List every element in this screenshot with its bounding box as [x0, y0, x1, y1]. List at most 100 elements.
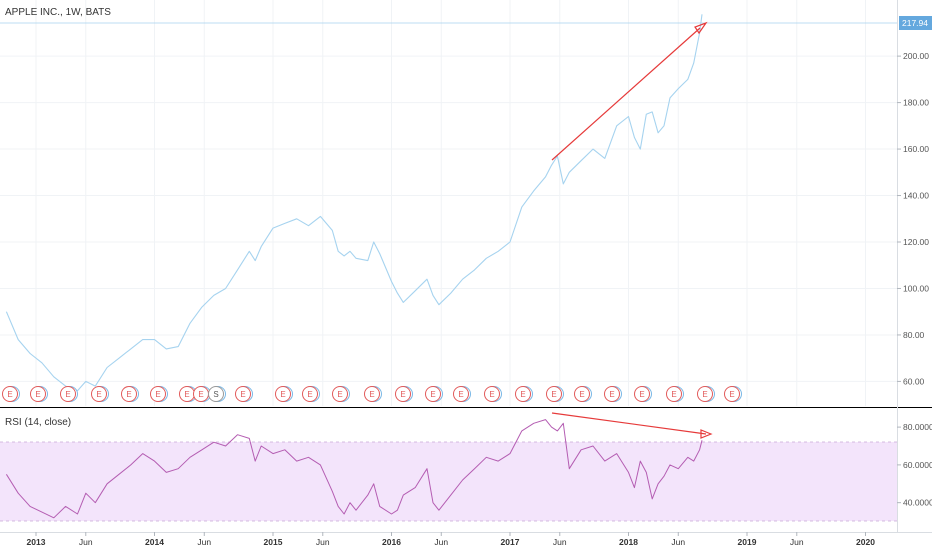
event-marker-circle-1 [30, 386, 46, 402]
event-marker-label-7: E [198, 390, 203, 399]
event-marker-circle-22 [634, 386, 650, 402]
event-marker-circle-18 [515, 386, 531, 402]
event-marker-circle-2 [60, 386, 76, 402]
time-tick-label-14: 2020 [856, 537, 875, 547]
event-marker-10: E [275, 386, 293, 402]
event-marker-circle-9 [235, 386, 251, 402]
event-marker-circle-15 [425, 386, 441, 402]
time-tick-label-4: 2015 [264, 537, 283, 547]
rsi-tick-label-0: 40.0000 [903, 498, 932, 508]
event-marker-label-1: E [35, 390, 40, 399]
event-marker-20: E [574, 386, 592, 402]
event-marker-circle-5 [150, 386, 166, 402]
rsi-series [5, 419, 703, 519]
main-pane [0, 0, 932, 407]
event-marker-5: E [150, 386, 168, 402]
time-tick-label-7: Jun [434, 537, 448, 547]
event-marker-label-6: E [184, 390, 189, 399]
rsi-tick-label-2: 80.0000 [903, 422, 932, 432]
event-marker-label-20: E [579, 390, 584, 399]
event-marker-circle-8 [208, 386, 224, 402]
rsi-band [0, 442, 897, 521]
price-trend-arrowhead[interactable] [694, 21, 708, 35]
time-axis: 2013 Jun 2014 Jun 2015 Jun 2016 Jun 2017 Jun 2018 J… [27, 532, 875, 547]
event-marker-3: E [91, 386, 109, 402]
time-tick-label-11: Jun [671, 537, 685, 547]
event-marker-16: E [453, 386, 471, 402]
event-marker-label-14: E [400, 390, 405, 399]
event-marker-circle-13 [364, 386, 380, 402]
event-marker-label-24: E [702, 390, 707, 399]
event-marker-circle-0 [2, 386, 18, 402]
time-tick-label-9: Jun [553, 537, 567, 547]
main-title: APPLE INC., 1W, BATS [5, 7, 111, 18]
event-marker-7: E [193, 386, 211, 402]
event-marker-label-15: E [430, 390, 435, 399]
event-marker-4: E [121, 386, 139, 402]
event-marker-circle-12 [332, 386, 348, 402]
price-tick-label-2: 100.00 [903, 283, 929, 293]
time-tick-label-10: 2018 [619, 537, 638, 547]
rsi-title: RSI (14, close) [5, 417, 71, 428]
event-marker-circle-4 [121, 386, 137, 402]
event-marker-label-2: E [65, 390, 70, 399]
event-marker-circle-20 [574, 386, 590, 402]
rsi-trend-arrowhead[interactable] [700, 429, 713, 439]
grid-lines [0, 0, 897, 406]
event-marker-label-5: E [155, 390, 160, 399]
price-tick-label-4: 140.00 [903, 191, 929, 201]
event-marker-18: E [515, 386, 533, 402]
price-tick-label-1: 80.00 [903, 330, 925, 340]
event-marker-14: E [395, 386, 413, 402]
event-marker-circle-17 [484, 386, 500, 402]
event-marker-circle-23 [666, 386, 682, 402]
event-marker-label-11: E [307, 390, 312, 399]
event-marker-13: E [364, 386, 382, 402]
event-marker-21: E [604, 386, 622, 402]
time-tick-label-13: Jun [790, 537, 804, 547]
event-marker-label-16: E [458, 390, 463, 399]
price-badge-bg [899, 16, 932, 30]
price-tick-label-0: 60.00 [903, 376, 925, 386]
event-marker-17: E [484, 386, 502, 402]
time-tick-label-0: 2013 [27, 537, 46, 547]
event-marker-11: E [302, 386, 320, 402]
price-series [5, 14, 703, 392]
event-marker-label-23: E [671, 390, 676, 399]
event-marker-label-10: E [280, 390, 285, 399]
event-marker-6: E [179, 386, 197, 402]
event-marker-24: E [697, 386, 715, 402]
event-marker-circle-3 [91, 386, 107, 402]
price-tick-label-5: 160.00 [903, 144, 929, 154]
event-marker-19: E [546, 386, 564, 402]
time-tick-label-6: 2016 [382, 537, 401, 547]
rsi-trend-arrow[interactable] [551, 412, 707, 435]
time-tick-label-3: Jun [197, 537, 211, 547]
annotation-arrows[interactable] [551, 21, 713, 439]
event-marker-label-22: E [639, 390, 644, 399]
price-badge: 217.94 [902, 18, 928, 28]
event-marker-circle-14 [395, 386, 411, 402]
event-marker-label-19: E [551, 390, 556, 399]
event-marker-circle-10 [275, 386, 291, 402]
event-marker-label-18: E [520, 390, 525, 399]
price-trend-arrow[interactable] [551, 27, 701, 161]
event-marker-9: E [235, 386, 253, 402]
event-marker-22: E [634, 386, 652, 402]
event-marker-circle-25 [724, 386, 740, 402]
time-tick-label-5: Jun [316, 537, 330, 547]
rsi-tick-label-1: 60.0000 [903, 460, 932, 470]
event-marker-label-21: E [609, 390, 614, 399]
event-marker-25: E [724, 386, 742, 402]
event-marker-15: E [425, 386, 443, 402]
time-tick-label-1: Jun [79, 537, 93, 547]
event-marker-circle-19 [546, 386, 562, 402]
price-axis: 60.00 80.00 100.00 120.00 140.00 160.00 180.00… [897, 51, 929, 386]
event-marker-label-3: E [96, 390, 101, 399]
event-marker-circle-21 [604, 386, 620, 402]
rsi-line [5, 419, 703, 519]
price-tick-label-6: 180.00 [903, 98, 929, 108]
event-marker-12: E [332, 386, 350, 402]
